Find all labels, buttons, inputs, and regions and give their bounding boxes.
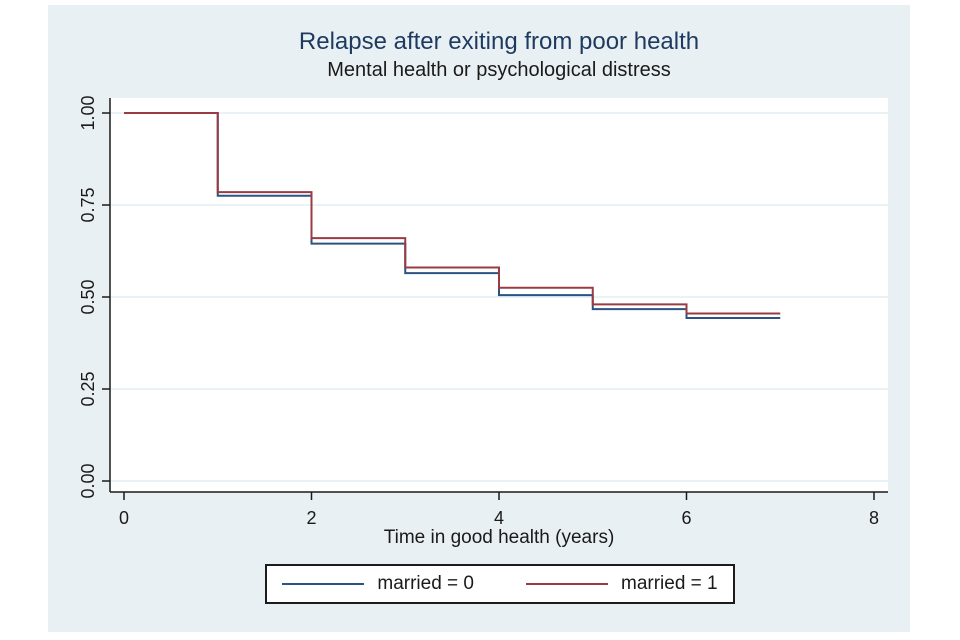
legend-line-married-0-icon [282, 583, 365, 585]
y-tick-label: 0.25 [78, 371, 98, 406]
legend-entry-married-1: married = 1 [526, 573, 718, 595]
chart-title: Relapse after exiting from poor health [298, 28, 700, 55]
x-tick-label: 8 [869, 508, 879, 528]
x-tick-label: 4 [494, 508, 504, 528]
chart-subtitle: Mental health or psychological distress [327, 59, 671, 81]
legend-label-married-0: married = 0 [377, 573, 474, 594]
y-tick-label: 0.00 [78, 463, 98, 498]
series-line-1 [124, 112, 781, 315]
x-tick-label: 0 [119, 508, 129, 528]
survival-plot: 0.00 0.25 0.50 0.75 1.00 0 2 4 6 8 [78, 95, 888, 528]
y-tick-label: 0.75 [78, 187, 98, 222]
legend-line-married-1-icon [526, 583, 608, 585]
figure-area: Relapse after exiting from poor health M… [48, 5, 910, 632]
series-line-0 [124, 112, 781, 319]
legend-label-married-1: married = 1 [621, 573, 718, 594]
legend-entry-married-0: married = 0 [282, 573, 474, 595]
y-tick-label: 1.00 [78, 95, 98, 130]
x-tick-label: 2 [306, 508, 316, 528]
legend: married = 0 married = 1 [265, 564, 735, 604]
y-tick-label: 0.50 [78, 279, 98, 314]
x-axis-title: Time in good health (years) [383, 527, 615, 548]
x-tick-label: 6 [681, 508, 691, 528]
